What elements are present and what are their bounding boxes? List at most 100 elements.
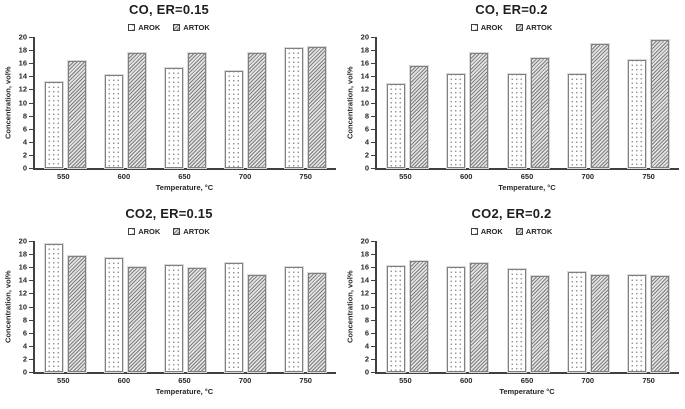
x-tick-label: 750 [299,172,312,181]
y-tick-mark [371,63,375,65]
bar-artok-600 [127,52,146,168]
bar-arok-750 [628,275,647,372]
chart-co-er015: CO, ER=0.15 AROK ARTOK Concentration, vo… [0,0,342,204]
y-tick-label: 12 [18,288,27,298]
bar-arok-750 [628,59,647,168]
legend-item-artok: ARTOK [515,227,552,236]
y-tick-label: 4 [364,341,369,351]
y-tick-label: 4 [364,137,369,147]
x-tick-label: 700 [581,376,595,385]
y-tick-label: 16 [360,262,369,272]
y-tick-label: 4 [22,341,27,351]
x-axis-title: Temperature, °C [155,183,214,192]
y-tick-label: 14 [360,275,369,285]
bar-arok-700 [567,74,586,168]
bar-artok-600 [127,267,146,372]
y-tick-label: 20 [18,236,27,246]
y-tick-mark [29,319,33,321]
plot-column: 550 600 650 700 750 Temperature, °C [33,241,336,396]
y-tick-label: 6 [364,123,369,133]
y-tick-label: 10 [18,97,27,107]
bar-arok-600 [104,258,123,372]
y-tick-label: 20 [18,32,27,42]
y-tick-mark [29,280,33,282]
y-tick-mark [371,115,375,117]
bar-arok-600 [447,74,466,168]
legend-swatch-hatch-icon [515,23,523,31]
x-tick-label: 700 [238,172,252,181]
y-tick-label: 12 [360,288,369,298]
chart-co-er02: CO, ER=0.2 AROK ARTOK Concentration, vol… [342,0,685,204]
x-axis-ticks: 550 600 650 700 750 [375,173,679,182]
y-tick-mark [29,128,33,130]
y-tick-mark [29,254,33,256]
chart-title: CO2, ER=0.2 [471,206,552,221]
bar-arok-650 [165,264,183,372]
y-tick-label: 8 [22,314,27,324]
x-tick-label: 750 [299,376,312,385]
y-tick-mark [29,102,33,104]
bar-artok-700 [590,44,609,168]
x-tick-label: 550 [399,376,412,385]
x-tick-label: 550 [399,172,412,181]
y-tick-label: 4 [22,137,27,147]
chart-title: CO, ER=0.2 [475,2,548,17]
bar-arok-700 [225,263,244,372]
chart-title: CO2, ER=0.15 [125,206,213,221]
y-tick-label: 12 [360,84,369,94]
y-tick-mark [371,50,375,52]
bar-arok-700 [225,71,244,168]
bar-artok-550 [67,256,86,372]
legend-label-artok: ARTOK [525,22,553,32]
y-tick-label: 0 [364,367,369,377]
bar-artok-750 [651,40,670,168]
legend-swatch-dots-icon [128,227,136,235]
y-tick-label: 18 [18,45,27,55]
y-tick-mark [371,102,375,104]
y-tick-mark [29,141,33,143]
y-tick-label: 6 [364,327,369,337]
plot-column: 550 600 650 700 750 Temperature, °C [375,37,679,192]
y-tick-mark [371,345,375,347]
x-tick-label: 700 [581,172,595,181]
y-tick-mark [371,293,375,295]
y-tick-mark [29,115,33,117]
y-tick-label: 0 [364,163,369,173]
y-tick-label: 16 [360,58,369,68]
legend-item-artok: ARTOK [173,227,210,236]
legend-label-arok: AROK [480,226,503,236]
plot-column: 550 600 650 700 750 Temperature, °C [33,37,336,192]
x-axis-ticks: 550 600 650 700 750 [375,377,679,386]
y-tick-mark [29,372,33,373]
y-axis-ticks: 20 18 16 14 12 10 8 6 4 2 0 [14,237,33,375]
x-axis-title: Temperature, °C [155,387,214,396]
x-tick-label: 550 [57,172,70,181]
plot-area [375,37,679,170]
x-tick-label: 650 [520,172,534,181]
y-tick-mark [371,372,375,373]
bar-artok-650 [188,52,206,168]
bar-artok-550 [409,261,428,372]
y-axis-title: Concentration, vol% [3,66,13,139]
y-tick-label: 0 [22,163,27,173]
y-tick-label: 10 [360,97,369,107]
legend-label-artok: ARTOK [183,22,210,32]
chart-body: Concentration, vol% 20 18 16 14 12 10 8 6 4 2 0 55… [2,237,336,396]
legend-label-arok: AROK [480,22,503,32]
legend-swatch-hatch-icon [173,227,181,235]
bar-arok-550 [386,265,405,372]
x-tick-label: 550 [57,376,70,385]
y-tick-mark [371,37,375,38]
bar-arok-650 [165,68,183,168]
y-tick-label: 2 [364,150,369,160]
y-tick-mark [29,332,33,334]
bar-artok-550 [67,60,86,168]
chart-legend: AROK ARTOK [344,225,679,237]
bar-artok-700 [248,275,267,372]
y-tick-mark [29,358,33,360]
y-tick-mark [29,37,33,38]
y-tick-mark [29,168,33,169]
legend-item-artok: ARTOK [515,22,553,32]
y-tick-mark [371,154,375,156]
